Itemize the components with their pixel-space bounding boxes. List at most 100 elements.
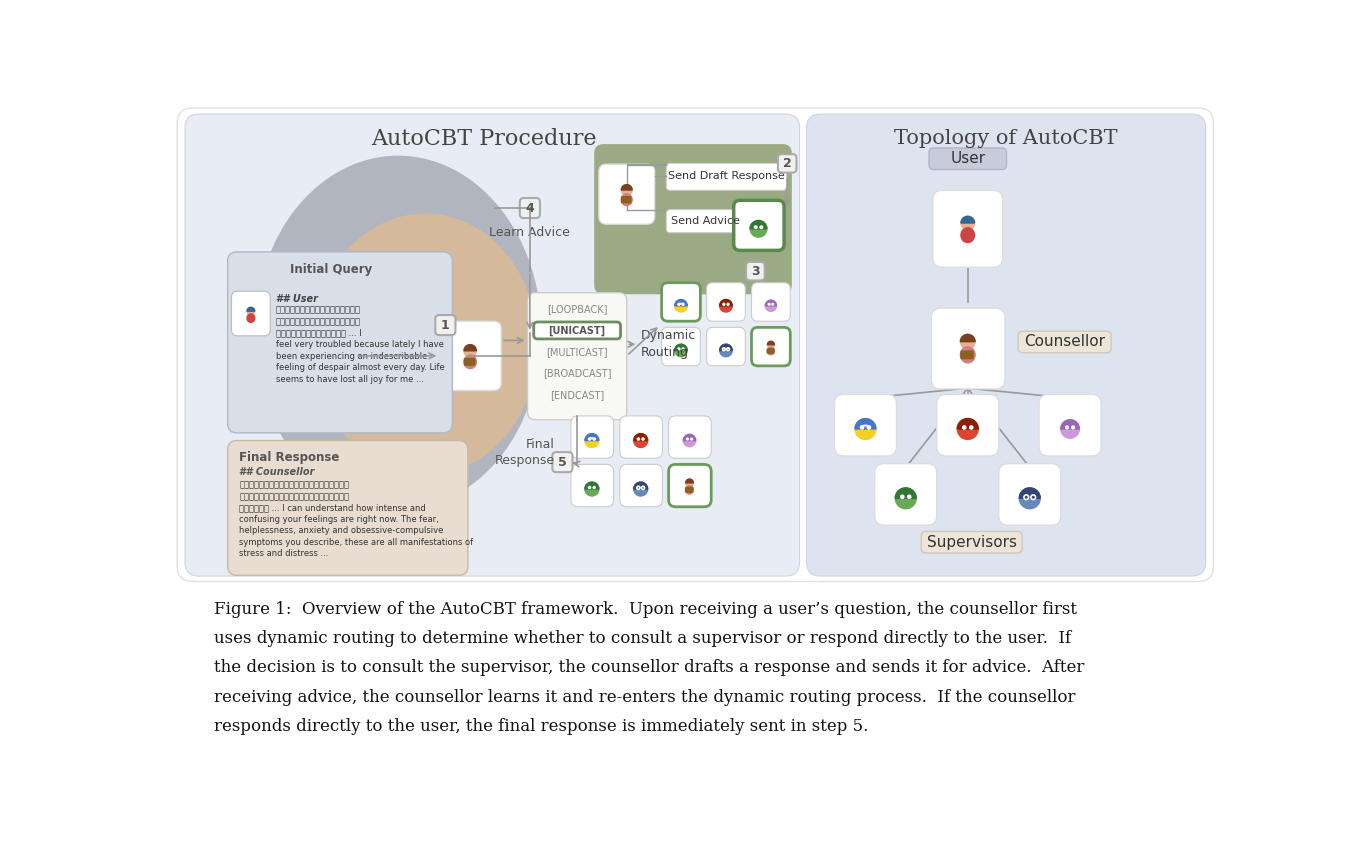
FancyBboxPatch shape bbox=[999, 464, 1060, 525]
Circle shape bbox=[593, 487, 595, 488]
FancyBboxPatch shape bbox=[621, 196, 632, 204]
Circle shape bbox=[589, 438, 591, 440]
Wedge shape bbox=[633, 433, 648, 441]
Text: [UNICAST]: [UNICAST] bbox=[549, 326, 606, 336]
Text: 4: 4 bbox=[526, 202, 534, 215]
Text: 我感到非常困扰，因为最近我几乎每天
都在经历一种无法形容的绝望感。生活
对我来说似乎失去了所有的乐趣 ... I
feel very troubled beca: 我感到非常困扰，因为最近我几乎每天 都在经历一种无法形容的绝望感。生活 对我来说… bbox=[275, 306, 445, 383]
Wedge shape bbox=[765, 300, 777, 306]
FancyBboxPatch shape bbox=[365, 491, 431, 560]
FancyBboxPatch shape bbox=[960, 350, 974, 360]
Wedge shape bbox=[957, 419, 978, 429]
Wedge shape bbox=[895, 488, 917, 499]
FancyBboxPatch shape bbox=[751, 327, 791, 365]
FancyBboxPatch shape bbox=[669, 465, 712, 507]
Text: responds directly to the user, the final response is immediately sent in step 5.: responds directly to the user, the final… bbox=[214, 717, 869, 734]
FancyBboxPatch shape bbox=[807, 114, 1205, 576]
Wedge shape bbox=[1020, 488, 1040, 499]
FancyBboxPatch shape bbox=[184, 114, 800, 576]
Text: [MULTICAST]: [MULTICAST] bbox=[546, 347, 607, 357]
Circle shape bbox=[868, 426, 871, 429]
Ellipse shape bbox=[247, 314, 255, 322]
FancyBboxPatch shape bbox=[766, 348, 774, 354]
Text: [LOOPBACK]: [LOOPBACK] bbox=[546, 304, 607, 314]
FancyBboxPatch shape bbox=[669, 416, 712, 458]
FancyBboxPatch shape bbox=[778, 154, 796, 173]
Text: [BROADCAST]: [BROADCAST] bbox=[542, 369, 612, 378]
Wedge shape bbox=[686, 479, 693, 483]
Circle shape bbox=[641, 438, 644, 440]
Text: 3: 3 bbox=[751, 265, 759, 277]
Circle shape bbox=[961, 216, 975, 230]
Wedge shape bbox=[856, 419, 876, 429]
FancyBboxPatch shape bbox=[620, 416, 662, 458]
Ellipse shape bbox=[258, 345, 270, 366]
Wedge shape bbox=[683, 434, 696, 441]
FancyBboxPatch shape bbox=[746, 262, 765, 281]
FancyBboxPatch shape bbox=[929, 148, 1006, 170]
Text: receiving advice, the counsellor learns it and re-enters the dynamic routing pro: receiving advice, the counsellor learns … bbox=[214, 689, 1075, 706]
FancyBboxPatch shape bbox=[1039, 394, 1101, 456]
FancyBboxPatch shape bbox=[527, 293, 626, 420]
Circle shape bbox=[900, 495, 904, 499]
Circle shape bbox=[637, 438, 640, 440]
FancyBboxPatch shape bbox=[464, 358, 476, 365]
Text: Topology of AutoCBT: Topology of AutoCBT bbox=[894, 129, 1117, 148]
Wedge shape bbox=[1060, 420, 1079, 429]
Text: Final
Response: Final Response bbox=[495, 438, 555, 466]
Text: ## Counsellor: ## Counsellor bbox=[239, 466, 315, 477]
Wedge shape bbox=[961, 216, 975, 223]
FancyBboxPatch shape bbox=[1018, 332, 1111, 353]
Text: 1: 1 bbox=[441, 319, 450, 332]
Circle shape bbox=[907, 495, 911, 499]
Circle shape bbox=[856, 419, 876, 439]
FancyBboxPatch shape bbox=[662, 327, 701, 365]
Circle shape bbox=[1066, 426, 1069, 429]
FancyBboxPatch shape bbox=[594, 144, 792, 294]
Circle shape bbox=[633, 433, 648, 448]
Circle shape bbox=[686, 438, 689, 440]
Text: [ENDCAST]: [ENDCAST] bbox=[551, 390, 605, 400]
Circle shape bbox=[584, 433, 599, 448]
Circle shape bbox=[772, 304, 773, 305]
Text: Final Response: Final Response bbox=[239, 451, 339, 465]
Wedge shape bbox=[584, 483, 599, 489]
Wedge shape bbox=[247, 307, 255, 311]
Circle shape bbox=[682, 304, 683, 305]
FancyBboxPatch shape bbox=[620, 465, 662, 507]
Circle shape bbox=[960, 334, 975, 349]
Wedge shape bbox=[621, 185, 632, 190]
Ellipse shape bbox=[960, 347, 975, 363]
FancyBboxPatch shape bbox=[706, 282, 746, 321]
FancyBboxPatch shape bbox=[666, 209, 744, 232]
FancyBboxPatch shape bbox=[937, 394, 999, 456]
Circle shape bbox=[621, 185, 632, 195]
Wedge shape bbox=[675, 299, 687, 306]
FancyBboxPatch shape bbox=[228, 441, 468, 575]
FancyBboxPatch shape bbox=[666, 164, 786, 190]
Ellipse shape bbox=[313, 214, 537, 475]
FancyBboxPatch shape bbox=[875, 464, 937, 525]
FancyBboxPatch shape bbox=[439, 321, 502, 391]
Text: ## User: ## User bbox=[275, 294, 317, 304]
Ellipse shape bbox=[686, 486, 693, 494]
FancyBboxPatch shape bbox=[599, 165, 655, 224]
FancyBboxPatch shape bbox=[232, 291, 270, 336]
Text: User: User bbox=[951, 151, 986, 166]
Circle shape bbox=[723, 304, 725, 305]
Circle shape bbox=[957, 419, 978, 439]
Circle shape bbox=[727, 304, 730, 305]
Ellipse shape bbox=[255, 156, 541, 510]
FancyBboxPatch shape bbox=[178, 108, 1214, 582]
Circle shape bbox=[759, 226, 762, 229]
Ellipse shape bbox=[621, 194, 632, 205]
Text: AutoCBT Procedure: AutoCBT Procedure bbox=[372, 128, 597, 150]
FancyBboxPatch shape bbox=[933, 190, 1002, 267]
Wedge shape bbox=[584, 433, 599, 441]
Wedge shape bbox=[960, 334, 975, 342]
Text: uses dynamic routing to determine whether to consult a supervisor or respond dir: uses dynamic routing to determine whethe… bbox=[214, 630, 1071, 647]
Text: Supervisors: Supervisors bbox=[926, 535, 1017, 550]
Circle shape bbox=[675, 299, 687, 312]
Circle shape bbox=[769, 304, 770, 305]
Circle shape bbox=[970, 426, 972, 429]
FancyBboxPatch shape bbox=[706, 327, 746, 365]
